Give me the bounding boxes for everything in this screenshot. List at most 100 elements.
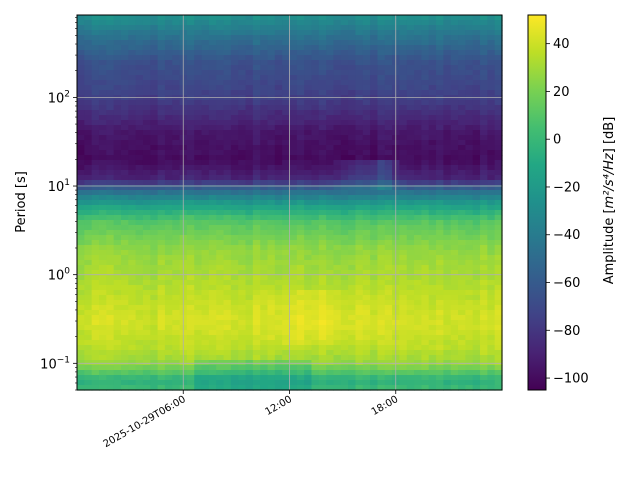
heatmap-cell	[186, 295, 195, 301]
heatmap-cell	[340, 385, 349, 391]
heatmap-cell	[223, 370, 232, 376]
heatmap-cell	[450, 95, 459, 101]
heatmap-cell	[436, 105, 444, 111]
heatmap-cell	[128, 165, 137, 171]
heatmap-cell	[436, 35, 444, 41]
heatmap-cell	[267, 150, 276, 156]
heatmap-cell	[230, 245, 239, 251]
heatmap-cell	[421, 80, 430, 86]
heatmap-cell	[370, 25, 379, 31]
heatmap-cell	[274, 20, 283, 26]
heatmap-cell	[106, 90, 115, 96]
heatmap-cell	[113, 45, 122, 51]
heatmap-cell	[384, 260, 393, 266]
heatmap-cell	[414, 285, 422, 291]
heatmap-cell	[384, 270, 393, 276]
heatmap-cell	[421, 380, 430, 386]
heatmap-cell	[267, 80, 276, 86]
heatmap-cell	[267, 275, 276, 281]
heatmap-cell	[289, 45, 298, 51]
heatmap-cell	[216, 260, 225, 266]
heatmap-cell	[465, 70, 474, 76]
heatmap-cell	[260, 135, 269, 141]
heatmap-cell	[458, 330, 466, 336]
heatmap-cell	[274, 270, 283, 276]
heatmap-cell	[84, 305, 93, 311]
heatmap-cell	[421, 225, 430, 231]
heatmap-cell	[274, 190, 283, 196]
heatmap-cell	[223, 75, 232, 81]
heatmap-cell	[370, 230, 379, 236]
heatmap-cell	[370, 130, 379, 136]
heatmap-cell	[318, 20, 327, 26]
heatmap-cell	[355, 30, 364, 36]
heatmap-cell	[157, 335, 166, 341]
heatmap-cell	[340, 170, 349, 176]
heatmap-cell	[355, 95, 364, 101]
heatmap-cell	[150, 85, 159, 91]
heatmap-cell	[333, 355, 342, 361]
heatmap-cell	[384, 300, 393, 306]
heatmap-cell	[436, 275, 444, 281]
heatmap-cell	[480, 195, 488, 201]
heatmap-cell	[384, 340, 393, 346]
heatmap-cell	[296, 315, 305, 321]
heatmap-cell	[128, 265, 137, 271]
heatmap-cell	[370, 65, 379, 71]
heatmap-cell	[274, 70, 283, 76]
heatmap-cell	[304, 310, 313, 316]
heatmap-cell	[355, 285, 364, 291]
heatmap-cell	[164, 30, 173, 36]
heatmap-cell	[370, 105, 379, 111]
heatmap-cell	[223, 30, 232, 36]
heatmap-cell	[164, 15, 173, 21]
heatmap-cell	[318, 285, 327, 291]
heatmap-cell	[106, 55, 115, 61]
heatmap-cell	[230, 235, 239, 241]
heatmap-cell	[384, 290, 393, 296]
heatmap-cell	[282, 220, 291, 226]
heatmap-cell	[370, 370, 379, 376]
heatmap-cell	[472, 245, 481, 251]
heatmap-cell	[84, 160, 93, 166]
heatmap-cell	[113, 260, 122, 266]
heatmap-cell	[238, 110, 247, 116]
heatmap-cell	[142, 105, 151, 111]
heatmap-cell	[421, 195, 430, 201]
heatmap-cell	[245, 140, 254, 146]
heatmap-cell	[458, 20, 466, 26]
heatmap-cell	[465, 15, 474, 21]
heatmap-cell	[348, 320, 357, 326]
heatmap-cell	[216, 105, 225, 111]
heatmap-cell	[289, 55, 298, 61]
heatmap-cell	[362, 365, 371, 371]
heatmap-cell	[428, 220, 437, 226]
heatmap-cell	[216, 355, 225, 361]
heatmap-cell	[428, 135, 437, 141]
heatmap-cell	[472, 310, 481, 316]
heatmap-cell	[238, 230, 247, 236]
heatmap-cell	[260, 210, 269, 216]
heatmap-cell	[91, 385, 100, 391]
heatmap-cell	[194, 280, 203, 286]
heatmap-cell	[458, 335, 466, 341]
heatmap-cell	[311, 115, 320, 121]
heatmap-cell	[230, 320, 239, 326]
heatmap-cell	[172, 370, 181, 376]
heatmap-cell	[84, 270, 93, 276]
heatmap-cell	[296, 40, 305, 46]
heatmap-cell	[296, 60, 305, 66]
heatmap-cell	[267, 50, 276, 56]
heatmap-cell	[348, 385, 357, 391]
heatmap-cell	[370, 320, 379, 326]
heatmap-cell	[436, 340, 444, 346]
heatmap-cell	[480, 210, 488, 216]
heatmap-cell	[355, 40, 364, 46]
heatmap-cell	[238, 25, 247, 31]
heatmap-cell	[274, 185, 283, 191]
heatmap-cell	[289, 320, 298, 326]
heatmap-cell	[487, 305, 496, 311]
heatmap-cell	[84, 80, 93, 86]
heatmap-cell	[494, 300, 503, 306]
heatmap-cell	[157, 120, 166, 126]
